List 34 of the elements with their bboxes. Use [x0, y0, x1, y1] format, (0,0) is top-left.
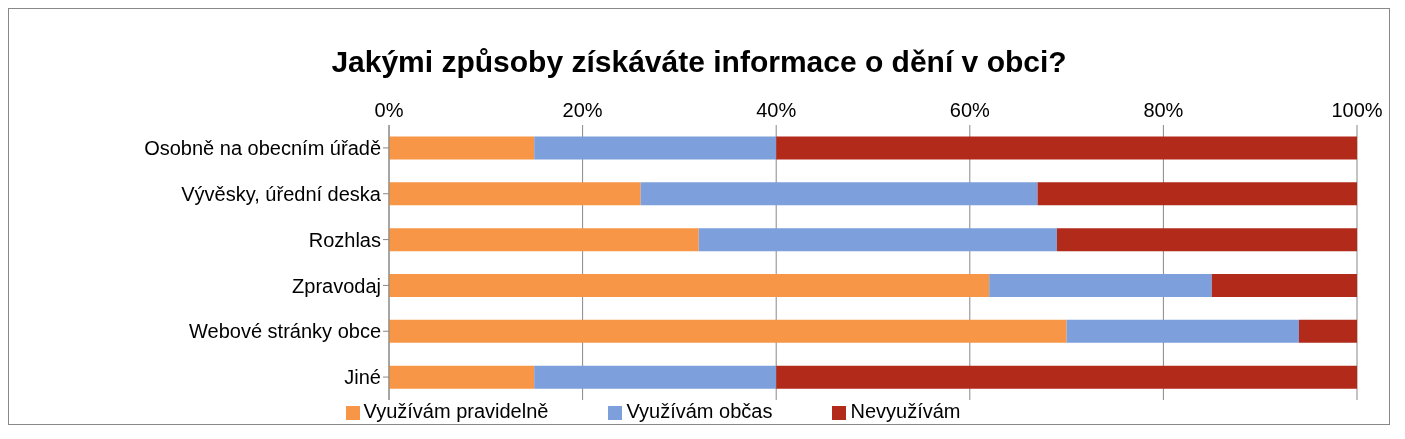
x-tick-label: 40%	[756, 99, 797, 121]
x-tick-label: 80%	[1143, 99, 1184, 121]
bar	[776, 136, 1357, 160]
x-tick-label: 20%	[562, 99, 603, 121]
y-tick-label: Jiné	[344, 366, 381, 389]
bar	[776, 365, 1357, 389]
bar	[389, 365, 535, 389]
bar	[640, 182, 1038, 206]
bar	[698, 228, 1057, 252]
x-tick-label: 60%	[949, 99, 991, 121]
y-tick-label: Osobně na obecním úřadě	[144, 137, 381, 160]
bar	[1298, 319, 1357, 343]
bar	[1037, 182, 1357, 206]
bar	[1056, 228, 1357, 252]
y-tick-label: Rozhlas	[308, 228, 381, 251]
legend-label: Využívám pravidelně	[363, 400, 549, 422]
x-tick-label: 100%	[1331, 99, 1383, 121]
bar	[389, 182, 641, 206]
bar	[389, 319, 1067, 343]
x-tick-label: 0%	[374, 99, 404, 121]
bar	[534, 365, 777, 389]
y-tick-label: Webové stránky obce	[189, 320, 381, 343]
bar	[1066, 319, 1299, 343]
legend-label: Nevyužívám	[850, 400, 961, 422]
bar	[534, 136, 777, 160]
y-tick-label: Vývěsky, úřední deska	[181, 182, 382, 205]
bar	[389, 228, 699, 252]
y-tick-label: Zpravodaj	[292, 274, 381, 297]
bar	[389, 273, 990, 297]
legend-label: Využívám občas	[626, 400, 773, 422]
chart-title: Jakými způsoby získáváte informace o dění v obci?	[330, 45, 1068, 80]
bar	[1211, 273, 1357, 297]
bar	[389, 136, 535, 160]
bar	[989, 273, 1212, 297]
